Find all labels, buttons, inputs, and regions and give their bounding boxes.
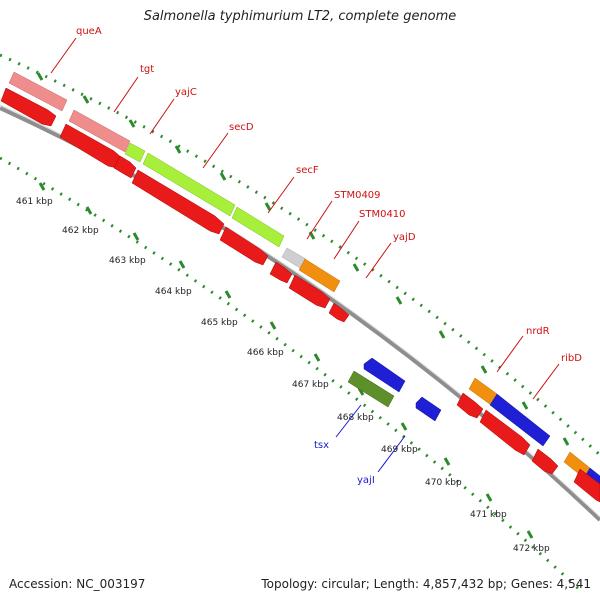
tick-471 <box>485 493 493 502</box>
accession-text: Accession: NC_003197 <box>9 577 146 591</box>
kbp-label: 470 kbp <box>425 478 462 488</box>
gene-secF-feature[interactable] <box>231 206 285 248</box>
tick-469 <box>400 422 408 431</box>
outer-tick <box>480 365 488 374</box>
outer-tick <box>219 172 227 181</box>
gene-yajC-feature[interactable] <box>124 142 146 163</box>
kbp-label: 462 kbp <box>62 226 99 236</box>
tick-472 <box>526 530 534 539</box>
cds-arrow[interactable] <box>131 169 225 235</box>
tick-462 <box>85 206 93 215</box>
gene-yajI-feature[interactable] <box>415 396 442 422</box>
tick-467 <box>313 353 321 362</box>
tick-461 <box>38 182 46 191</box>
cds-reverse-track <box>347 357 442 422</box>
outer-tick <box>264 202 272 211</box>
label-yajC[interactable]: yajC <box>175 87 197 98</box>
label-leaders-forward <box>50 37 560 400</box>
label-nrdR[interactable]: nrdR <box>526 326 550 337</box>
kbp-labels: 461 kbp 462 kbp 463 kbp 464 kbp 465 kbp … <box>16 197 550 554</box>
label-ribD[interactable]: ribD <box>561 353 582 364</box>
outer-tick <box>352 263 360 272</box>
leader-queA <box>50 37 77 74</box>
outer-tick <box>128 119 136 128</box>
gene-ribD-feature-blue-1[interactable] <box>489 393 551 447</box>
kbp-label: 469 kbp <box>381 445 418 455</box>
kbp-label: 471 kbp <box>470 510 507 520</box>
kbp-label: 465 kbp <box>201 318 238 328</box>
kbp-label: 472 kbp <box>513 544 550 554</box>
outer-tick <box>174 145 182 154</box>
leader-tsx <box>335 404 362 438</box>
label-tsx[interactable]: tsx <box>314 440 329 451</box>
cds-arrow[interactable] <box>113 155 137 179</box>
leader-yajI <box>377 435 406 473</box>
cds-arrow[interactable] <box>479 409 531 456</box>
outer-tick-ring <box>0 53 600 457</box>
gene-queA-feature[interactable] <box>8 71 68 112</box>
cds-arrow[interactable] <box>456 392 484 419</box>
cds-arrow[interactable] <box>288 274 331 309</box>
leader-tgt <box>113 76 139 113</box>
tick-465 <box>224 290 232 299</box>
leader-STM0410 <box>333 220 360 260</box>
label-yajD[interactable]: yajD <box>393 232 416 243</box>
leader-STM0409 <box>306 200 333 240</box>
leader-secD <box>202 132 229 169</box>
cds-arrow[interactable] <box>531 448 559 475</box>
label-STM0409[interactable]: STM0409 <box>334 190 381 201</box>
outer-tick <box>395 296 403 305</box>
cds-arrow[interactable] <box>219 226 269 266</box>
cds-arrow[interactable] <box>269 261 293 284</box>
tick-464 <box>178 260 186 269</box>
tick-466 <box>269 321 277 330</box>
gene-reverse-blue-arrow[interactable] <box>363 357 406 393</box>
kbp-label: 468 kbp <box>337 413 374 423</box>
leader-nrdR <box>496 335 524 373</box>
label-secF[interactable]: secF <box>296 165 319 176</box>
tick-463 <box>132 232 140 241</box>
cds-arrow[interactable] <box>573 468 600 503</box>
cds-arrow[interactable] <box>0 87 57 127</box>
inner-major-ticks <box>38 182 534 539</box>
outer-tick <box>521 401 529 410</box>
kbp-label: 466 kbp <box>247 348 284 358</box>
leader-secF <box>267 176 295 214</box>
kbp-label: 461 kbp <box>16 197 53 207</box>
label-secD[interactable]: secD <box>229 122 254 133</box>
leader-ribD <box>532 363 560 400</box>
outer-tick <box>438 330 446 339</box>
label-leaders-reverse <box>335 404 406 473</box>
tick-470 <box>443 457 451 466</box>
genome-summary-text: Topology: circular; Length: 4,857,432 bp… <box>261 577 591 591</box>
inner-scale-ring <box>0 156 582 592</box>
label-tgt[interactable]: tgt <box>140 64 154 75</box>
title: Salmonella typhimurium LT2, complete gen… <box>143 9 457 24</box>
kbp-label: 464 kbp <box>155 287 192 297</box>
cds-forward-track <box>0 87 600 503</box>
outer-tick <box>36 72 44 81</box>
label-queA[interactable]: queA <box>76 26 102 37</box>
gene-secD-feature[interactable] <box>142 152 236 217</box>
leader-yajD <box>365 242 392 279</box>
leader-yajC <box>149 98 175 135</box>
kbp-label: 463 kbp <box>109 256 146 266</box>
cds-arrow[interactable] <box>328 302 350 323</box>
kbp-label: 467 kbp <box>292 380 329 390</box>
gene-tgt-feature[interactable] <box>68 109 131 153</box>
gene-STM0410-feature[interactable] <box>298 258 341 293</box>
gene-labels: queA tgt yajC secD secF STM0409 STM0410 … <box>76 26 582 486</box>
outer-tick <box>82 95 90 104</box>
feature-track-colored <box>8 71 600 491</box>
outer-tick <box>562 437 570 446</box>
label-STM0410[interactable]: STM0410 <box>359 209 406 220</box>
label-yajI[interactable]: yajI <box>357 475 375 486</box>
gene-tsx-feature[interactable] <box>347 370 395 408</box>
